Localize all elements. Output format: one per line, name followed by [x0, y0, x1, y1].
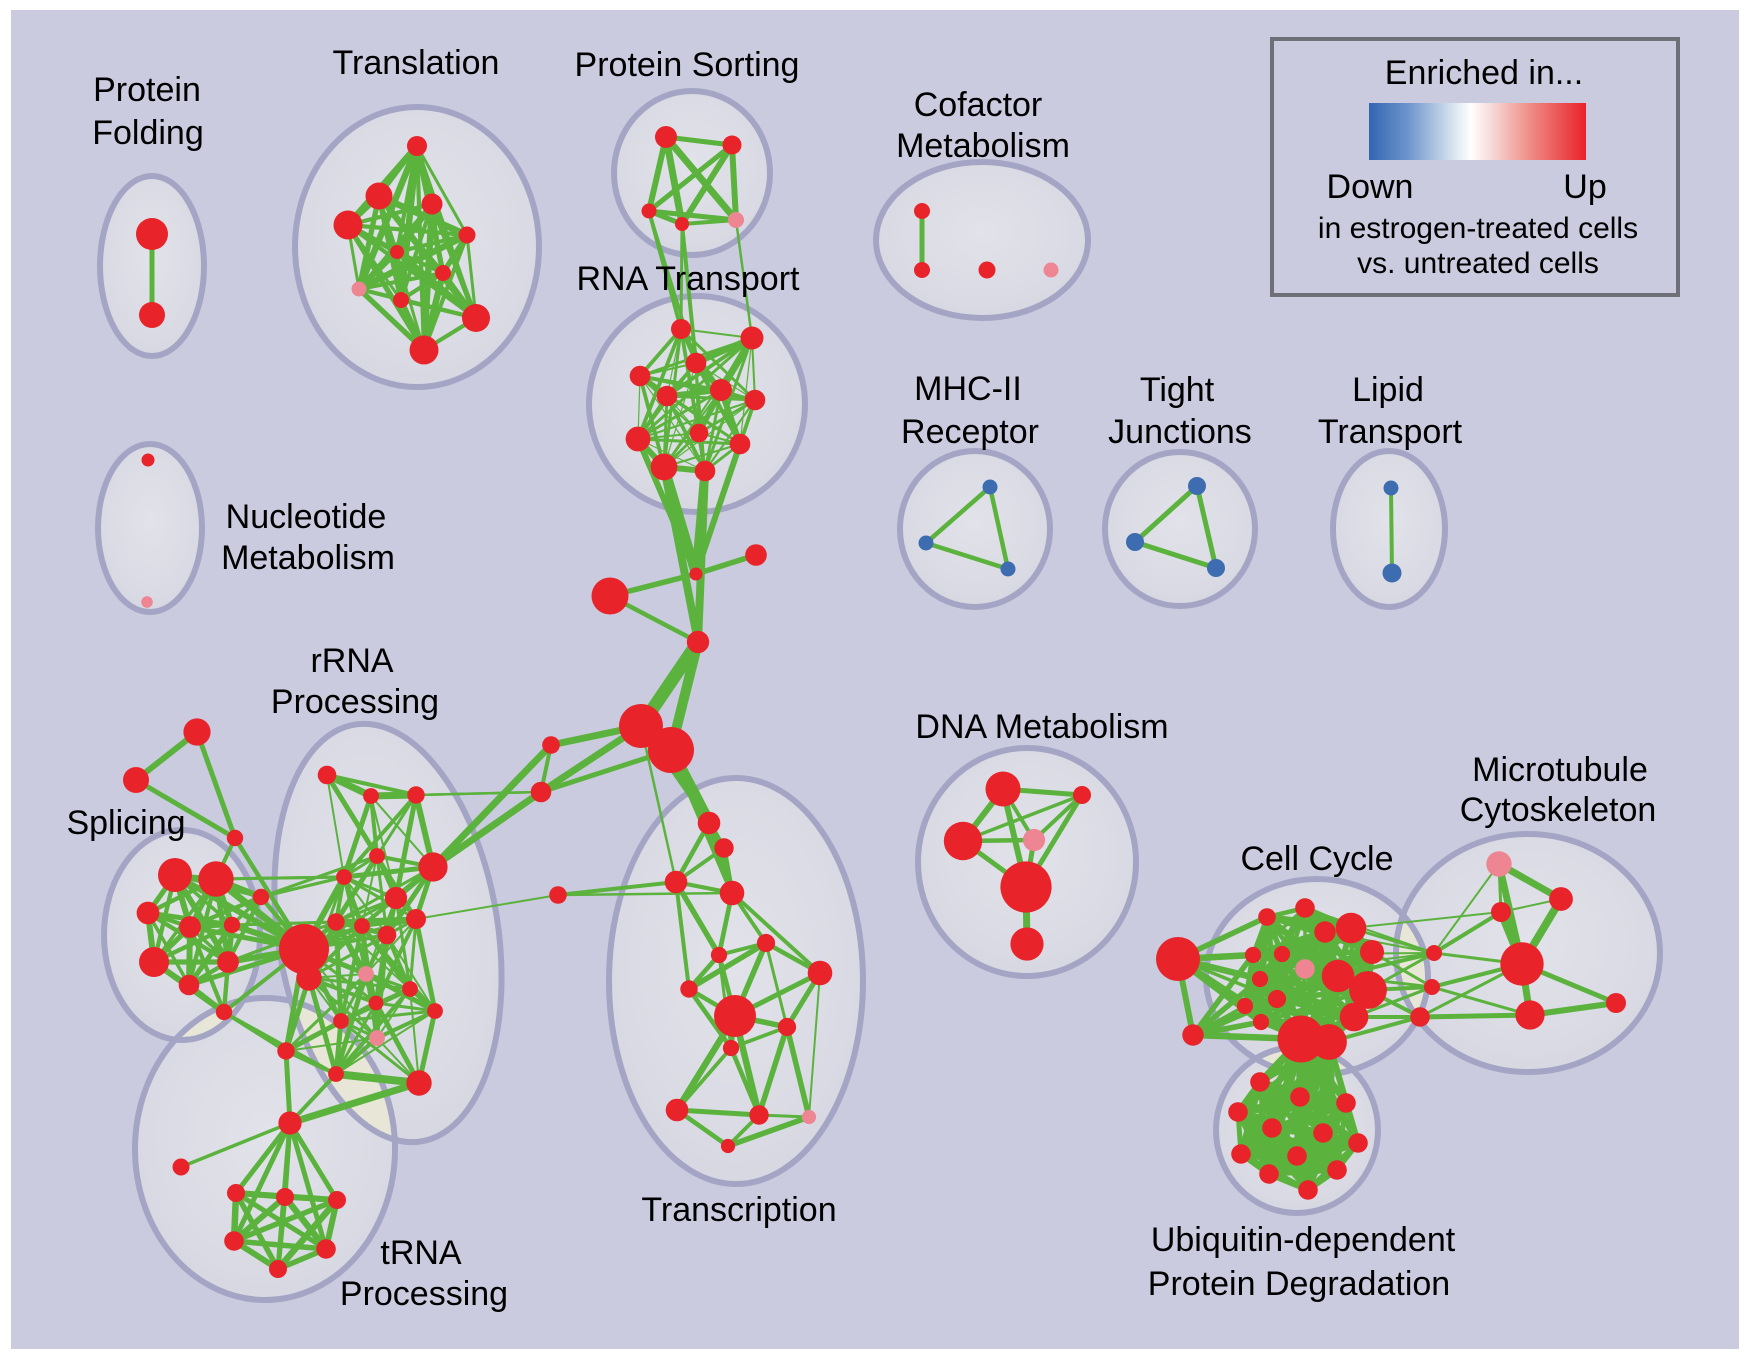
svg-text:Metabolism: Metabolism [221, 539, 395, 577]
svg-text:Down: Down [1327, 168, 1414, 206]
svg-text:Lipid: Lipid [1352, 371, 1424, 409]
svg-text:Processing: Processing [340, 1275, 508, 1313]
svg-text:Cofactor: Cofactor [914, 86, 1043, 124]
svg-text:Splicing: Splicing [66, 804, 185, 842]
svg-text:Cell Cycle: Cell Cycle [1240, 840, 1393, 878]
svg-text:tRNA: tRNA [380, 1234, 462, 1272]
svg-text:in estrogen-treated cells: in estrogen-treated cells [1318, 212, 1638, 245]
svg-text:Translation: Translation [333, 44, 500, 82]
svg-text:Tight: Tight [1140, 371, 1215, 409]
svg-text:RNA Transport: RNA Transport [577, 260, 801, 298]
svg-text:Junctions: Junctions [1108, 413, 1252, 451]
svg-text:Transport: Transport [1318, 413, 1463, 451]
svg-text:Up: Up [1563, 168, 1606, 206]
svg-text:vs. untreated cells: vs. untreated cells [1357, 247, 1599, 280]
svg-text:Metabolism: Metabolism [896, 127, 1070, 165]
svg-text:MHC-II: MHC-II [914, 370, 1022, 408]
svg-text:Cytoskeleton: Cytoskeleton [1460, 791, 1657, 829]
svg-text:Transcription: Transcription [641, 1191, 836, 1229]
svg-text:Nucleotide: Nucleotide [226, 498, 387, 536]
svg-text:Folding: Folding [92, 114, 204, 152]
svg-text:Microtubule: Microtubule [1472, 751, 1648, 789]
svg-text:Protein Sorting: Protein Sorting [575, 46, 800, 84]
svg-text:Receptor: Receptor [901, 413, 1039, 451]
svg-text:Ubiquitin-dependent: Ubiquitin-dependent [1151, 1221, 1456, 1259]
svg-text:Protein Degradation: Protein Degradation [1148, 1265, 1450, 1303]
svg-text:rRNA: rRNA [310, 642, 393, 680]
svg-text:DNA Metabolism: DNA Metabolism [915, 708, 1168, 746]
svg-text:Processing: Processing [271, 683, 439, 721]
svg-text:Protein: Protein [93, 71, 201, 109]
svg-text:Enriched in...: Enriched in... [1385, 54, 1583, 92]
